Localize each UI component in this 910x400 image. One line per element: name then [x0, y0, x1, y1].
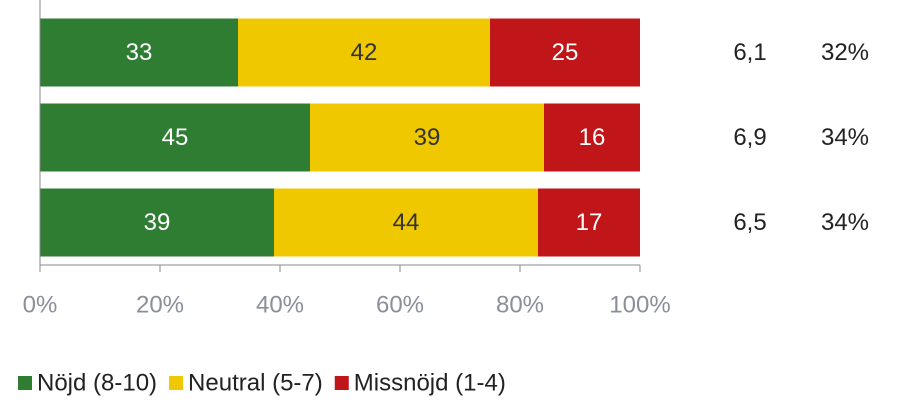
x-tick-label: 0%: [23, 291, 58, 318]
bar-segment: [538, 188, 640, 257]
bar-segment: [40, 18, 238, 87]
x-tick-label: 60%: [376, 291, 424, 318]
data-label: 39: [414, 124, 441, 151]
legend-label: Neutral (5-7): [188, 369, 323, 396]
data-label: 25: [552, 39, 579, 66]
data-label: 33: [126, 39, 153, 66]
data-label: 42: [351, 39, 378, 66]
bar-segment: [544, 103, 640, 172]
x-tick-label: 20%: [136, 291, 184, 318]
legend-swatch: [169, 376, 184, 390]
bar-segment: [490, 18, 640, 87]
side-value: 6,1: [733, 39, 766, 66]
legend-swatch: [18, 376, 32, 390]
side-value: 34%: [821, 124, 869, 151]
bar-segment: [40, 188, 274, 257]
x-tick-label: 40%: [256, 291, 304, 318]
side-value: 34%: [821, 209, 869, 236]
data-label: 44: [393, 209, 420, 236]
data-label: 39: [144, 209, 171, 236]
bar-segment: [40, 103, 310, 172]
bar-segment: [310, 103, 544, 172]
side-value: 6,9: [733, 124, 766, 151]
data-label: 45: [162, 124, 189, 151]
bar-segment: [238, 18, 490, 87]
data-label: 16: [579, 124, 606, 151]
side-value: 6,5: [733, 209, 766, 236]
x-tick-label: 80%: [496, 291, 544, 318]
x-tick-label: 100%: [609, 291, 670, 318]
side-value: 32%: [821, 39, 869, 66]
data-label: 17: [576, 209, 603, 236]
legend-label: Missnöjd (1-4): [354, 369, 506, 396]
bar-segment: [274, 188, 538, 257]
legend-label: Nöjd (8-10): [37, 369, 157, 396]
legend-swatch: [334, 376, 349, 390]
